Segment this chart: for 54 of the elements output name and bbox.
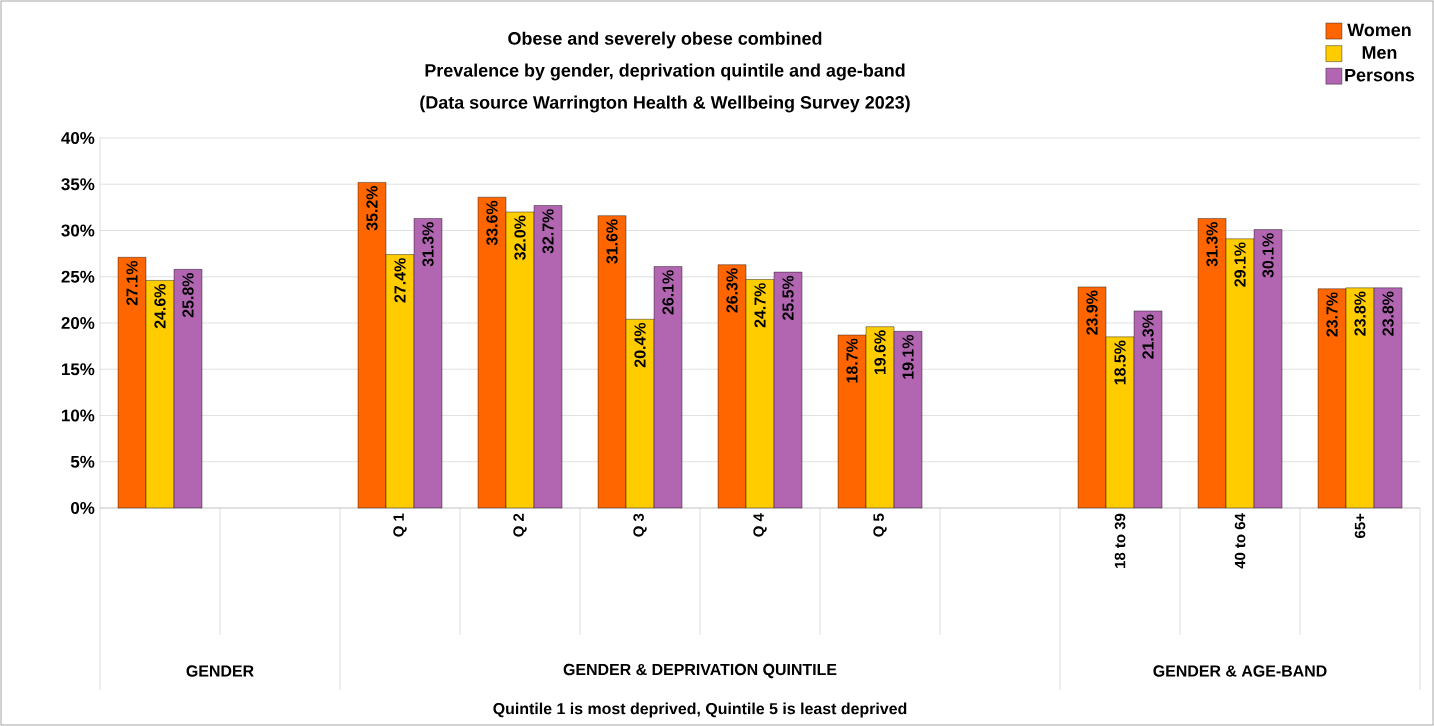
x-tick-label: 40 to 64 (1234, 513, 1246, 569)
data-label: 27.4% (394, 258, 406, 303)
x-tick-label: Q 1 (393, 513, 407, 537)
x-tick-label: 18 to 39 (1114, 513, 1126, 568)
x-tick-label: 65+ (1354, 513, 1366, 538)
data-label: 32.0% (514, 215, 526, 261)
data-label: 29.1% (1234, 242, 1246, 287)
text: GENDER (186, 665, 254, 677)
data-label: 19.1% (902, 334, 914, 379)
data-label: 18.7% (846, 338, 858, 383)
data-label: 33.6% (486, 200, 498, 246)
data-label: 31.6% (606, 219, 618, 264)
y-tick-label: 10% (61, 409, 95, 422)
data-label: 35.2% (366, 186, 378, 231)
legend-label: Persons (1345, 68, 1415, 82)
chart-subtitle: Prevalence by gender, deprivation quintile and age-band (425, 63, 905, 81)
x-tick-label: Q 2 (513, 513, 527, 537)
data-label: 24.6% (154, 284, 166, 329)
data-label: 23.8% (1382, 291, 1394, 336)
data-label: 30.1% (1262, 233, 1274, 278)
data-label: 31.3% (422, 222, 434, 267)
x-tick-label: Q 3 (633, 513, 647, 537)
text: GENDER & DEPRIVATION QUINTILE (563, 663, 837, 679)
legend-label: Women (1347, 23, 1411, 37)
y-tick-label: 15% (61, 363, 95, 376)
data-label: 23.7% (1326, 292, 1338, 337)
data-label: 32.7% (542, 209, 554, 254)
data-label: 20.4% (634, 322, 646, 368)
data-label: 23.8% (1354, 291, 1366, 336)
y-tick-label: 5% (70, 455, 95, 468)
data-label: 25.8% (182, 272, 194, 318)
data-label: 19.6% (874, 330, 886, 375)
text: (Data source Warrington Health & Wellbeing Survey 2023) (420, 95, 910, 113)
data-label: 26.1% (662, 270, 674, 315)
legend-label: Men (1362, 46, 1397, 59)
data-label: 25.5% (782, 275, 794, 320)
x-tick-label: Q 4 (753, 513, 767, 537)
data-label: 26.3% (726, 268, 738, 313)
y-tick-label: 30% (61, 224, 95, 237)
y-tick-label: 25% (61, 270, 95, 283)
data-label: 31.3% (1206, 222, 1218, 267)
y-tick-label: 0% (71, 502, 95, 514)
y-tick-label: 40% (61, 131, 95, 144)
y-tick-label: 20% (61, 316, 95, 329)
data-label: 23.9% (1086, 290, 1098, 335)
y-tick-label: 35% (61, 178, 95, 191)
x-tick-label: Q 5 (873, 513, 887, 537)
text: Quintile 1 is most deprived, Quintile 5 is least deprived (493, 702, 907, 718)
text: GENDER & AGE-BAND (1153, 665, 1327, 677)
data-label: 24.7% (754, 283, 766, 328)
data-label: 27.1% (126, 260, 138, 306)
chart-title: Obese and severely obese combined (508, 31, 822, 49)
data-label: 18.5% (1114, 340, 1126, 385)
data-label: 21.3% (1142, 314, 1154, 359)
